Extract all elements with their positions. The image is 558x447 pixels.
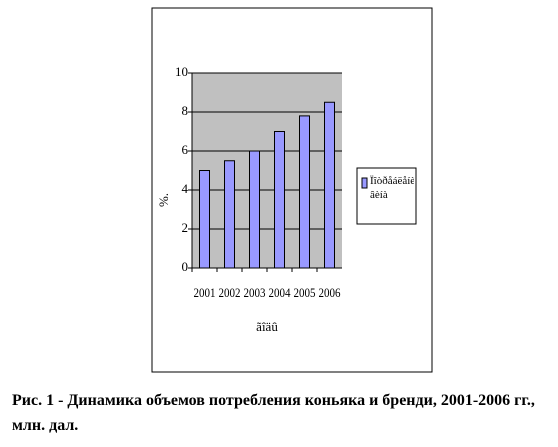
x-tick-label: 2003 bbox=[244, 285, 266, 300]
x-tick-label: 2005 bbox=[294, 285, 316, 300]
y-axis-label: %. bbox=[156, 193, 171, 207]
y-tick-label: 6 bbox=[182, 142, 189, 157]
legend-swatch bbox=[361, 177, 368, 189]
x-tick-label: 2006 bbox=[319, 285, 341, 300]
caption: Рис. 1 - Динамика объемов потребления ко… bbox=[12, 392, 535, 434]
x-tick-label: 2004 bbox=[269, 285, 291, 300]
bar bbox=[274, 131, 285, 269]
x-tick-label: 2001 bbox=[194, 285, 216, 300]
y-tick-label: 0 bbox=[182, 259, 189, 274]
plot-area bbox=[192, 73, 342, 268]
bar bbox=[324, 101, 335, 269]
y-tick-label: 10 bbox=[175, 64, 188, 79]
bar bbox=[249, 150, 260, 269]
legend-entry: Ïîòðåáëåíèå âèíà bbox=[370, 175, 414, 201]
y-tick-label: 4 bbox=[182, 181, 189, 196]
bar bbox=[224, 160, 235, 269]
legend-label: Ïîòðåáëåíèå âèíà bbox=[370, 175, 414, 201]
y-tick-label: 2 bbox=[182, 220, 189, 235]
bar bbox=[199, 170, 210, 269]
y-tick-label: 8 bbox=[182, 103, 189, 118]
x-tick-label: 2002 bbox=[219, 285, 241, 300]
bar bbox=[299, 115, 310, 269]
legend bbox=[356, 167, 417, 225]
x-axis-label: ãîäû bbox=[256, 319, 278, 334]
chart: %. ãîäû 0 2 4 6 8 10 2001 2002 2003 2004 2005 2006 Ï… bbox=[151, 7, 433, 373]
